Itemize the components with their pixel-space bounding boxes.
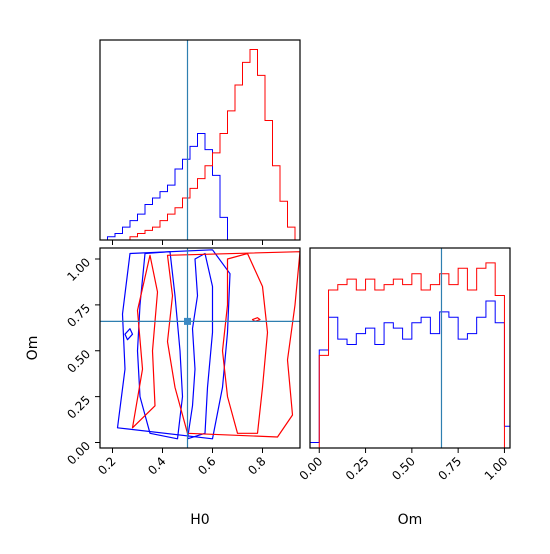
om-hist-tick-label-3: 0.75 [435, 454, 464, 483]
om-hist-tick-label-1: 0.25 [343, 454, 372, 483]
om-tick-label-1: 0.25 [64, 393, 93, 422]
x-axis-label-om: Om [398, 512, 423, 528]
h0-tick-label-2: 0.6 [195, 454, 218, 477]
truth-point [184, 317, 191, 325]
h0-om-contour-frame [99, 247, 301, 449]
contour-s0-level-2 [116, 249, 231, 440]
contour-s0-level-3 [124, 328, 134, 341]
contour-s0-level-0 [186, 252, 214, 440]
om-histogram-ticks: 0.00 0.25 0.50 0.75 1.00 [297, 448, 511, 483]
y-axis-label-om: Om [25, 336, 41, 361]
x-axis-label-h0: H0 [190, 512, 209, 528]
h0-om-contour-ticks: 0.2 0.4 0.6 0.8 0.00 0.25 0.50 0.75 1.00 [64, 255, 268, 477]
om-tick-label-4: 1.00 [64, 255, 93, 284]
contour-s1-level-1 [166, 251, 300, 438]
om-hist-tick-label-2: 0.50 [389, 454, 418, 483]
om-hist-tick-label-4: 1.00 [482, 454, 511, 483]
h0-histogram-ticks [112, 240, 263, 245]
om-tick-label-0: 0.00 [64, 439, 93, 468]
h0-hist-series-0 [100, 132, 300, 241]
h0-histogram-panel [99, 39, 301, 245]
om-tick-label-2: 0.50 [64, 347, 93, 376]
contour-s1-level-3 [251, 317, 261, 322]
h0-histogram-series [100, 49, 300, 241]
h0-hist-series-1 [100, 49, 300, 241]
h0-tick-label-0: 0.2 [95, 454, 118, 477]
om-histogram-series [310, 262, 510, 449]
h0-histogram-frame [99, 39, 301, 241]
h0-tick-label-1: 0.4 [145, 454, 168, 477]
om-histogram-panel: 0.00 0.25 0.50 0.75 1.00 Om [297, 247, 511, 528]
h0-tick-label-3: 0.8 [245, 454, 268, 477]
om-hist-tick-label-0: 0.00 [297, 454, 326, 483]
h0-om-contour-panel: 0.2 0.4 0.6 0.8 0.00 0.25 0.50 0.75 1.00 H0 Om [25, 247, 301, 528]
om-tick-label-3: 0.75 [64, 301, 93, 330]
om-hist-series-0 [310, 300, 510, 444]
h0-om-contour-series [116, 249, 300, 440]
contour-s1-level-2 [131, 254, 159, 429]
om-hist-series-1 [310, 262, 510, 449]
om-histogram-frame [309, 247, 511, 449]
